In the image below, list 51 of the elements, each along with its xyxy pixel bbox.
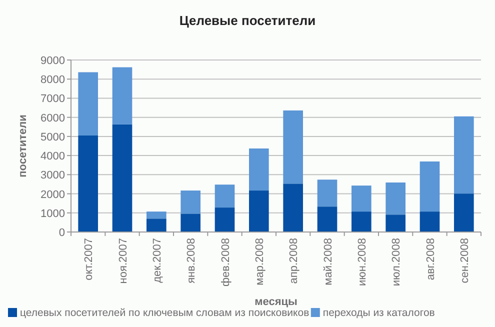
bar xyxy=(180,214,200,232)
bar xyxy=(78,135,98,232)
y-tick-label: 5000 xyxy=(40,131,65,144)
bar xyxy=(214,208,235,232)
y-tick-label: 0 xyxy=(58,227,65,239)
bar xyxy=(283,110,303,184)
bar xyxy=(386,182,406,215)
x-tick-label: янв.2008 xyxy=(186,238,198,284)
bar xyxy=(214,184,235,208)
bar xyxy=(283,184,303,232)
bar xyxy=(112,124,132,232)
bar xyxy=(249,148,269,191)
bar xyxy=(454,116,474,194)
bar xyxy=(78,72,98,136)
x-tick-label: дек.2007 xyxy=(151,238,164,283)
bar xyxy=(146,218,166,232)
bar xyxy=(352,212,372,232)
x-axis-title: месяцы xyxy=(254,296,298,308)
y-tick-label: 3000 xyxy=(40,170,65,182)
chart-title: Целевые посетители xyxy=(179,13,316,28)
bar xyxy=(249,190,269,232)
bar xyxy=(386,214,406,232)
x-tick-label: апр.2008 xyxy=(288,238,300,284)
x-tick-label: мар.2008 xyxy=(254,238,266,286)
bar xyxy=(454,194,474,232)
bar xyxy=(317,180,338,207)
x-tick-label: июн.2008 xyxy=(356,238,368,286)
bar xyxy=(352,186,372,212)
y-axis-title: посетители xyxy=(17,114,29,178)
legend-label: переходы из каталогов xyxy=(322,307,436,319)
x-tick-label: сен.2008 xyxy=(458,238,471,284)
y-tick-label: 4000 xyxy=(40,150,65,163)
bar xyxy=(112,67,132,124)
bar xyxy=(420,161,440,212)
x-tick-label: май.2008 xyxy=(322,238,334,286)
x-tick-label: фев.2008 xyxy=(220,238,232,287)
y-tick-label: 1000 xyxy=(40,208,65,220)
legend-label: целевых посетителей по ключевым словам из поисковиков xyxy=(20,307,310,319)
x-tick-label: авг.2008 xyxy=(424,238,437,280)
bar xyxy=(146,212,166,219)
y-tick-label: 9000 xyxy=(40,55,65,67)
bar xyxy=(420,212,440,232)
bar xyxy=(317,206,338,232)
y-tick-label: 6000 xyxy=(40,112,65,124)
y-tick-label: 8000 xyxy=(40,74,65,86)
x-tick-label: окт.2007 xyxy=(83,238,96,280)
y-tick-label: 2000 xyxy=(40,188,65,201)
bar xyxy=(180,190,200,214)
y-tick-label: 7000 xyxy=(40,93,65,106)
x-tick-label: ноя.2007 xyxy=(117,238,130,284)
x-tick-label: июл.2008 xyxy=(390,238,403,286)
